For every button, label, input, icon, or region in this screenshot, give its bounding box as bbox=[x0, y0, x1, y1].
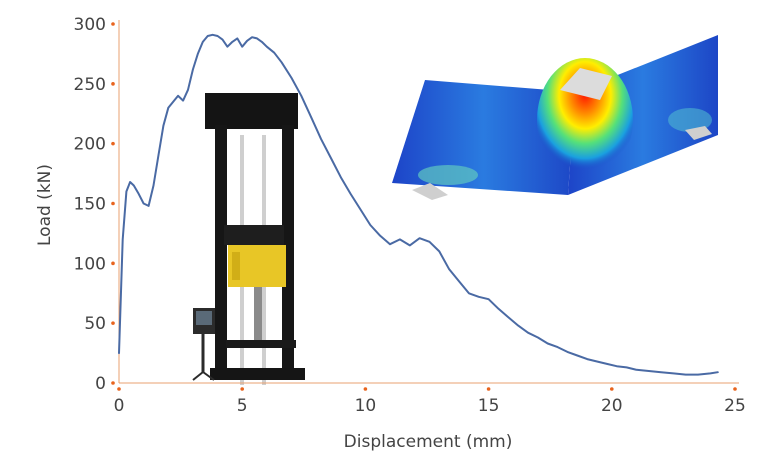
x-tick-label: 0 bbox=[114, 396, 125, 416]
series-layer bbox=[118, 33, 719, 376]
y-tick-marker bbox=[111, 141, 115, 146]
x-tick-marker bbox=[117, 387, 121, 391]
series-line bbox=[118, 33, 719, 376]
y-tick-label: 200 bbox=[74, 135, 106, 155]
y-tick-marker bbox=[111, 321, 115, 325]
fea-contour-illustration bbox=[392, 35, 718, 200]
x-tick-label: 5 bbox=[237, 396, 248, 416]
y-tick-marker bbox=[111, 381, 115, 385]
illustrations-layer bbox=[192, 35, 718, 385]
x-tick-marker bbox=[363, 387, 368, 391]
x-tick-label: 20 bbox=[601, 396, 623, 416]
y-tick-label: 50 bbox=[84, 314, 106, 334]
y-tick-label: 0 bbox=[95, 374, 106, 394]
x-axis-title: Displacement (mm) bbox=[344, 432, 513, 452]
y-tick-marker bbox=[111, 201, 115, 206]
x-tick-marker bbox=[733, 387, 737, 391]
x-tick-label: 15 bbox=[478, 396, 500, 416]
x-tick-marker bbox=[240, 387, 244, 391]
y-tick-label: 250 bbox=[74, 75, 106, 95]
x-tick-label: 25 bbox=[724, 396, 746, 416]
test-machine-illustration bbox=[192, 93, 305, 385]
y-tick-label: 150 bbox=[74, 195, 106, 215]
axes: 0 50 100 150 200 250 300 0 5 10 15 20 25 bbox=[74, 15, 746, 416]
y-tick-marker bbox=[111, 22, 115, 26]
x-tick-marker bbox=[486, 387, 491, 391]
x-tick-marker bbox=[610, 387, 614, 391]
y-axis-title: Load (kN) bbox=[35, 164, 55, 246]
x-tick-label: 10 bbox=[355, 396, 377, 416]
y-tick-label: 100 bbox=[74, 254, 106, 274]
y-tick-marker bbox=[111, 82, 115, 86]
y-tick-label: 300 bbox=[74, 15, 106, 35]
y-tick-marker bbox=[111, 261, 115, 266]
